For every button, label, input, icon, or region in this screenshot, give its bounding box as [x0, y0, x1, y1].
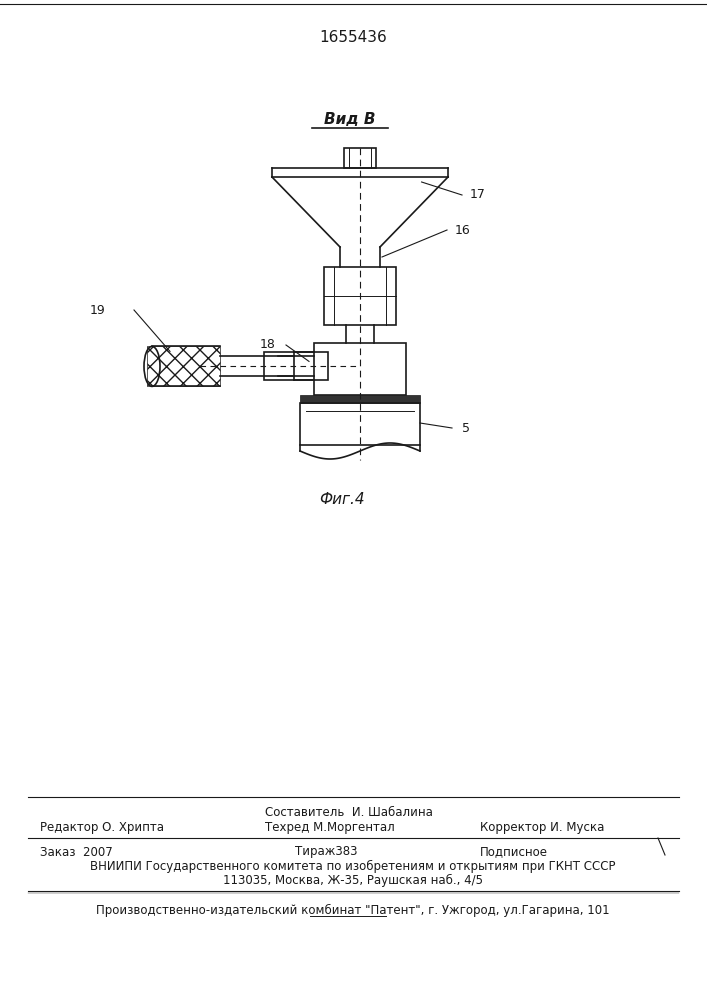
Text: Редактор О. Хрипта: Редактор О. Хрипта	[40, 822, 164, 834]
Text: Вид В: Вид В	[325, 112, 375, 127]
Text: 113035, Москва, Ж-35, Раушская наб., 4/5: 113035, Москва, Ж-35, Раушская наб., 4/5	[223, 873, 483, 887]
Bar	[344, 148, 376, 168]
Text: 17: 17	[470, 188, 486, 202]
Text: Заказ  2007: Заказ 2007	[40, 846, 112, 858]
Text: Производственно-издательский комбинат "Патент", г. Ужгород, ул.Гагарина, 101: Производственно-издательский комбинат "П…	[96, 903, 610, 917]
Bar	[314, 343, 406, 395]
Text: ВНИИПИ Государственного комитета по изобретениям и открытиям при ГКНТ СССР: ВНИИПИ Государственного комитета по изоб…	[90, 859, 616, 873]
Text: 16: 16	[455, 224, 471, 236]
Text: Фиг.4: Фиг.4	[319, 492, 365, 508]
Bar	[324, 267, 396, 325]
Bar	[147, 346, 220, 386]
Bar	[300, 403, 420, 445]
Text: 5: 5	[462, 422, 470, 434]
Text: Составитель  И. Шабалина: Составитель И. Шабалина	[265, 806, 433, 818]
Text: 18: 18	[260, 338, 276, 352]
Bar	[264, 352, 328, 380]
Text: Тираж383: Тираж383	[295, 846, 358, 858]
Bar	[300, 395, 420, 403]
Text: 1655436: 1655436	[319, 30, 387, 45]
Text: Техред М.Моргентал: Техред М.Моргентал	[265, 822, 395, 834]
Text: Корректор И. Муска: Корректор И. Муска	[480, 822, 604, 834]
Text: Подписное: Подписное	[480, 846, 548, 858]
Text: 19: 19	[90, 304, 106, 316]
